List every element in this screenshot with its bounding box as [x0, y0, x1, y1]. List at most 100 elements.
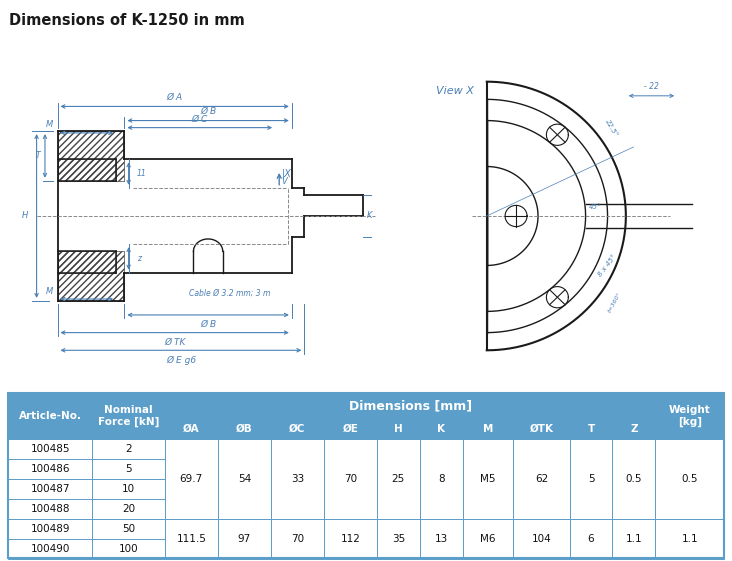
Polygon shape [58, 251, 124, 301]
Bar [165, 393, 218, 419]
Bar [613, 439, 655, 519]
Bar [92, 393, 165, 439]
Text: Ø E g6: Ø E g6 [166, 356, 196, 365]
Text: 97: 97 [238, 534, 251, 544]
Bar [92, 479, 165, 499]
Text: 100488: 100488 [30, 504, 70, 514]
Text: 100: 100 [119, 544, 138, 554]
Text: M: M [483, 424, 493, 434]
Text: 10: 10 [122, 484, 135, 494]
Text: 100486: 100486 [30, 464, 70, 474]
Text: 1.1: 1.1 [626, 534, 642, 544]
Text: Nominal
Force [kN]: Nominal Force [kN] [98, 404, 159, 427]
Text: ØB: ØB [236, 424, 253, 434]
Text: 13: 13 [435, 534, 448, 544]
Bar [271, 519, 324, 559]
Text: ØC: ØC [289, 424, 305, 434]
Text: Weight
[kg]: Weight [kg] [669, 404, 711, 427]
Text: 70: 70 [291, 534, 304, 544]
Bar [271, 393, 324, 419]
Text: K: K [367, 211, 373, 220]
Text: Z: Z [630, 424, 638, 434]
Bar [513, 393, 569, 419]
Text: 35: 35 [392, 534, 405, 544]
Text: M6: M6 [480, 534, 496, 544]
Text: 5: 5 [125, 464, 132, 474]
Text: Ø B: Ø B [200, 320, 216, 329]
Text: 0.5: 0.5 [681, 474, 698, 484]
Bar [377, 439, 420, 519]
Bar [92, 519, 165, 539]
Text: 112: 112 [340, 534, 360, 544]
Bar [324, 519, 377, 559]
Text: ØA: ØA [183, 424, 200, 434]
Text: M: M [46, 121, 53, 130]
Bar [218, 439, 271, 519]
Bar [655, 439, 724, 519]
Bar [92, 539, 165, 559]
Text: 62: 62 [535, 474, 548, 484]
Text: ØTK: ØTK [529, 424, 553, 434]
Text: 54: 54 [238, 474, 251, 484]
Text: 100485: 100485 [30, 444, 70, 454]
Bar [92, 459, 165, 479]
Text: M5: M5 [480, 474, 496, 484]
Bar [463, 439, 513, 519]
Bar [8, 439, 92, 459]
Bar [463, 419, 513, 439]
Text: ØE: ØE [343, 424, 359, 434]
Text: 22.5°: 22.5° [604, 119, 619, 139]
Text: 1.1: 1.1 [681, 534, 698, 544]
Bar [613, 393, 655, 419]
Bar [165, 419, 218, 439]
Bar [324, 419, 377, 439]
Bar [569, 439, 613, 519]
Text: Dimensions [mm]: Dimensions [mm] [348, 399, 471, 412]
Bar [165, 519, 218, 559]
Text: H: H [22, 211, 29, 220]
Bar [8, 539, 92, 559]
Text: 104: 104 [531, 534, 551, 544]
Bar [218, 519, 271, 559]
Text: T: T [587, 424, 594, 434]
Bar [420, 519, 463, 559]
Text: V: V [281, 177, 287, 186]
Text: 20: 20 [122, 504, 135, 514]
Text: Article-No.: Article-No. [18, 411, 81, 421]
Text: 111.5: 111.5 [176, 534, 206, 544]
Bar [8, 479, 92, 499]
Text: 70: 70 [344, 474, 357, 484]
Bar [271, 439, 324, 519]
Bar [8, 519, 92, 539]
Bar [8, 459, 92, 479]
Polygon shape [58, 131, 124, 181]
Text: Cable Ø 3.2 mm; 3 m: Cable Ø 3.2 mm; 3 m [190, 288, 271, 297]
Text: Ø C: Ø C [192, 115, 208, 124]
Text: 33: 33 [291, 474, 304, 484]
Bar [165, 439, 218, 519]
Text: Ø A: Ø A [167, 93, 183, 102]
Text: H: H [394, 424, 403, 434]
Bar [218, 419, 271, 439]
Text: 0.5: 0.5 [626, 474, 642, 484]
Text: t=360°: t=360° [608, 291, 623, 314]
Bar [377, 519, 420, 559]
Text: Ø B: Ø B [200, 107, 216, 116]
Text: K: K [437, 424, 445, 434]
Text: 45°: 45° [589, 204, 602, 210]
Text: T: T [36, 151, 41, 160]
Text: |X: |X [281, 168, 291, 179]
Text: 6: 6 [588, 534, 594, 544]
Text: z: z [137, 254, 141, 263]
Bar [324, 393, 377, 419]
Text: View X: View X [436, 86, 474, 96]
Bar [513, 419, 569, 439]
Polygon shape [58, 251, 116, 273]
Text: 100487: 100487 [30, 484, 70, 494]
Bar [377, 419, 420, 439]
Bar [377, 393, 420, 419]
Bar [420, 393, 463, 419]
Bar [613, 519, 655, 559]
Bar [8, 499, 92, 519]
Text: 8: 8 [438, 474, 444, 484]
